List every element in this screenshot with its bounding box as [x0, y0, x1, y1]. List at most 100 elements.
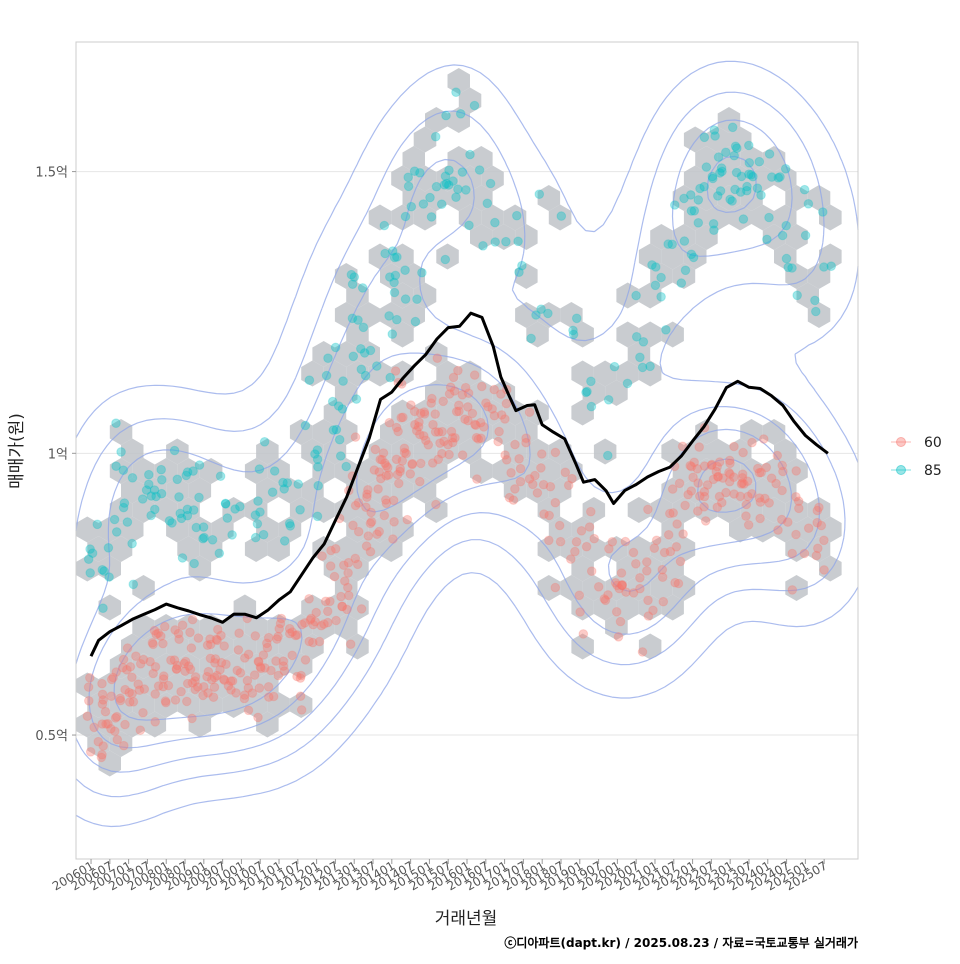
scatter-point-60	[599, 594, 610, 604]
scatter-point-60	[616, 568, 627, 578]
scatter-point-60	[120, 684, 130, 695]
hexbin-cell	[774, 438, 797, 465]
scatter-point-60	[515, 476, 526, 487]
scatter-point-60	[415, 408, 426, 419]
scatter-point-85	[348, 351, 359, 362]
scatter-point-85	[406, 201, 417, 212]
scatter-point-60	[428, 419, 438, 430]
legend-item-60[interactable]: 60	[891, 435, 942, 451]
scatter-point-60	[106, 691, 117, 702]
y-tick-label: 1억	[48, 447, 68, 462]
scatter-point-60	[604, 544, 614, 554]
scatter-point-85	[400, 265, 410, 276]
scatter-point-60	[395, 466, 405, 477]
scatter-point-60	[778, 466, 788, 477]
scatter-point-60	[205, 634, 215, 644]
hexbin-cell	[785, 224, 808, 250]
hexbin-cell	[672, 575, 696, 601]
scatter-point-60	[812, 505, 823, 516]
scatter-point-60	[149, 625, 160, 636]
scatter-point-60	[97, 699, 108, 709]
scatter-point-60	[736, 479, 747, 489]
scatter-point-60	[777, 485, 787, 496]
scatter-point-85	[333, 401, 344, 411]
hexbin-cell	[436, 438, 459, 465]
hexbin-cell	[515, 263, 538, 289]
scatter-point-60	[718, 473, 728, 483]
scatter-point-60	[209, 682, 220, 693]
scatter-point-60	[510, 484, 520, 494]
scatter-point-60	[586, 566, 597, 577]
scatter-point-60	[407, 459, 418, 470]
scatter-point-60	[567, 473, 577, 484]
scatter-point-85	[756, 190, 766, 200]
scatter-point-85	[670, 200, 680, 210]
hexbin-cell	[458, 399, 482, 426]
hexbin-cell	[571, 399, 594, 426]
hexbin-cell	[301, 594, 324, 621]
scatter-point-85	[285, 521, 296, 531]
scatter-point-60	[308, 619, 319, 630]
hexbin-cell	[301, 633, 324, 660]
scatter-point-85	[571, 313, 582, 324]
hexbin-cell	[560, 536, 583, 562]
scatter-point-60	[118, 662, 128, 673]
scatter-point-60	[401, 448, 412, 459]
scatter-point-60	[115, 695, 126, 706]
scatter-point-60	[296, 670, 306, 681]
scatter-point-60	[463, 402, 473, 412]
scatter-point-85	[167, 518, 177, 528]
scatter-point-60	[460, 382, 471, 393]
scatter-point-60	[362, 489, 372, 500]
scatter-point-85	[490, 237, 501, 247]
scatter-point-60	[383, 462, 393, 473]
scatter-points-layer	[82, 87, 837, 763]
hexbin-cell	[436, 243, 459, 270]
scatter-point-85	[379, 220, 390, 231]
scatter-point-60	[139, 684, 150, 694]
hexbin-cell	[323, 438, 347, 465]
hexbin-cell	[391, 321, 414, 348]
legend-item-85[interactable]: 85	[891, 463, 942, 479]
scatter-point-85	[338, 376, 348, 386]
hexbin-cell	[638, 360, 662, 387]
scatter-point-60	[151, 629, 161, 640]
scatter-point-60	[322, 606, 333, 617]
scatter-point-60	[476, 433, 486, 444]
hexbin-cell	[346, 633, 369, 660]
scatter-point-85	[99, 566, 109, 576]
scatter-point-60	[427, 458, 438, 468]
hexbin-cell	[244, 653, 268, 679]
scatter-point-60	[575, 607, 585, 617]
hexbin-cell	[548, 477, 572, 504]
scatter-point-60	[693, 478, 703, 488]
density-contour	[113, 384, 757, 721]
scatter-point-85	[430, 131, 441, 142]
hexbin-cell	[593, 594, 617, 621]
scatter-point-60	[617, 580, 627, 591]
scatter-point-60	[771, 478, 781, 489]
scatter-point-60	[435, 438, 445, 449]
scatter-point-60	[83, 682, 94, 692]
hexbin-cell	[121, 672, 144, 699]
hexbin-cell	[143, 672, 167, 699]
scatter-point-60	[759, 434, 769, 444]
scatter-point-60	[362, 492, 372, 503]
scatter-point-60	[615, 616, 626, 627]
scatter-point-60	[185, 664, 196, 675]
scatter-point-60	[457, 390, 468, 400]
scatter-point-60	[700, 516, 711, 526]
scatter-point-60	[501, 455, 512, 465]
scatter-point-60	[430, 409, 441, 419]
scatter-point-60	[272, 634, 282, 644]
hexbin-cell	[177, 458, 200, 484]
hexbin-cell	[380, 302, 403, 328]
scatter-point-60	[578, 629, 589, 639]
scatter-point-85	[357, 283, 368, 293]
scatter-point-60	[396, 412, 407, 423]
scatter-point-60	[180, 656, 191, 667]
hexbin-cell	[334, 458, 358, 484]
scatter-point-85	[295, 505, 305, 515]
scatter-point-85	[707, 171, 718, 182]
scatter-point-60	[610, 578, 621, 588]
